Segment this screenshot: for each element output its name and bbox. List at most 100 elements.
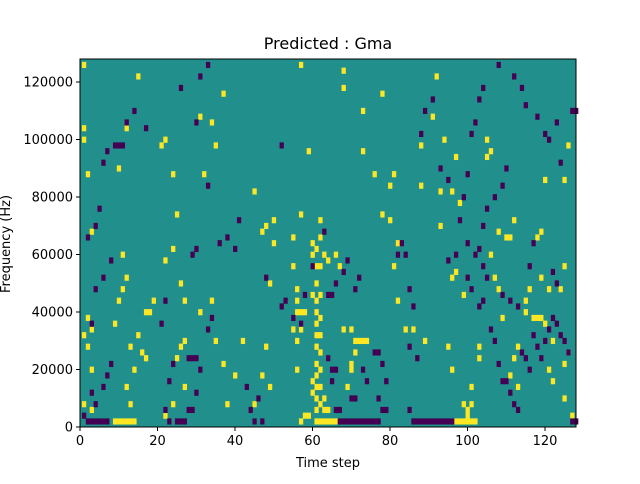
high-cell [372,171,377,178]
chart-title: Predicted : Gma [264,34,392,53]
low-cell [329,378,335,385]
low-cell [341,268,346,276]
low-cell [233,245,238,253]
low-cell [527,263,532,270]
high-cell [562,263,567,270]
high-cell [349,360,354,368]
high-cell [136,332,141,339]
low-cell [488,326,494,333]
low-cell [481,222,486,230]
low-cell [504,378,509,385]
low-cell [105,372,110,379]
low-cell [512,401,517,408]
low-cell [496,61,501,69]
low-cell [279,142,284,149]
low-cell [93,418,98,425]
low-cell [411,303,416,310]
high-cell [543,176,548,184]
high-cell [120,286,125,293]
high-cell [318,217,323,224]
high-cell [116,297,122,304]
high-cell [112,320,118,327]
low-cell [186,406,191,414]
high-cell [143,309,149,316]
low-cell [515,406,521,414]
y-tick-label: 20000 [32,363,73,378]
high-cell [298,211,304,218]
low-cell [132,107,137,115]
high-cell [322,406,327,414]
high-cell [403,326,408,333]
low-cell [326,291,331,299]
low-cell [190,406,195,414]
high-cell [488,251,494,258]
low-cell [411,418,416,425]
x-tick-label: 100 [455,434,480,449]
high-cell [314,309,319,316]
low-cell [353,418,358,425]
high-cell [163,257,168,264]
high-cell [85,171,91,178]
high-cell [314,383,319,391]
x-tick-label: 20 [149,434,166,449]
low-cell [97,205,102,212]
y-tick-label: 100000 [23,133,73,148]
low-cell [492,194,497,201]
low-cell [539,355,544,362]
low-cell [419,418,424,425]
low-cell [85,418,91,425]
high-cell [562,360,567,368]
low-cell [407,406,412,414]
low-cell [376,395,381,402]
high-cell [264,222,269,230]
high-cell [198,309,203,316]
low-cell [333,366,339,373]
high-cell [302,412,308,419]
high-cell [298,61,304,69]
high-cell [271,217,277,224]
high-cell [310,291,315,299]
low-cell [477,245,482,253]
low-cell [531,332,536,339]
low-cell [194,245,199,253]
high-cell [178,280,184,287]
high-cell [120,251,125,258]
high-cell [450,366,455,373]
low-cell [329,366,335,373]
low-cell [415,418,420,425]
y-axis-label: Frequency (Hz) [0,195,14,293]
low-cell [186,355,191,362]
y-tick-label: 40000 [32,306,73,321]
high-cell [295,337,300,345]
high-cell [89,228,94,235]
high-cell [314,245,319,253]
low-cell [376,349,381,356]
high-cell [267,383,273,391]
high-cell [326,418,331,425]
high-cell [314,263,319,270]
low-cell [364,418,370,425]
x-tick-label: 120 [533,434,558,449]
high-cell [264,343,269,350]
low-cell [477,303,482,310]
low-cell [481,297,486,304]
low-cell [159,320,164,327]
high-cell [543,320,548,327]
high-cell [81,332,87,339]
low-cell [112,142,118,149]
high-cell [430,113,435,120]
low-cell [395,251,401,258]
low-cell [512,73,517,80]
high-cell [457,418,463,425]
high-cell [120,418,125,425]
high-cell [124,125,129,132]
low-cell [566,349,571,356]
high-cell [128,401,133,408]
high-cell [182,337,187,345]
low-cell [554,119,559,126]
low-cell [523,102,528,109]
low-cell [504,165,509,172]
high-cell [388,217,393,224]
high-cell [302,309,308,316]
high-cell [523,297,528,304]
